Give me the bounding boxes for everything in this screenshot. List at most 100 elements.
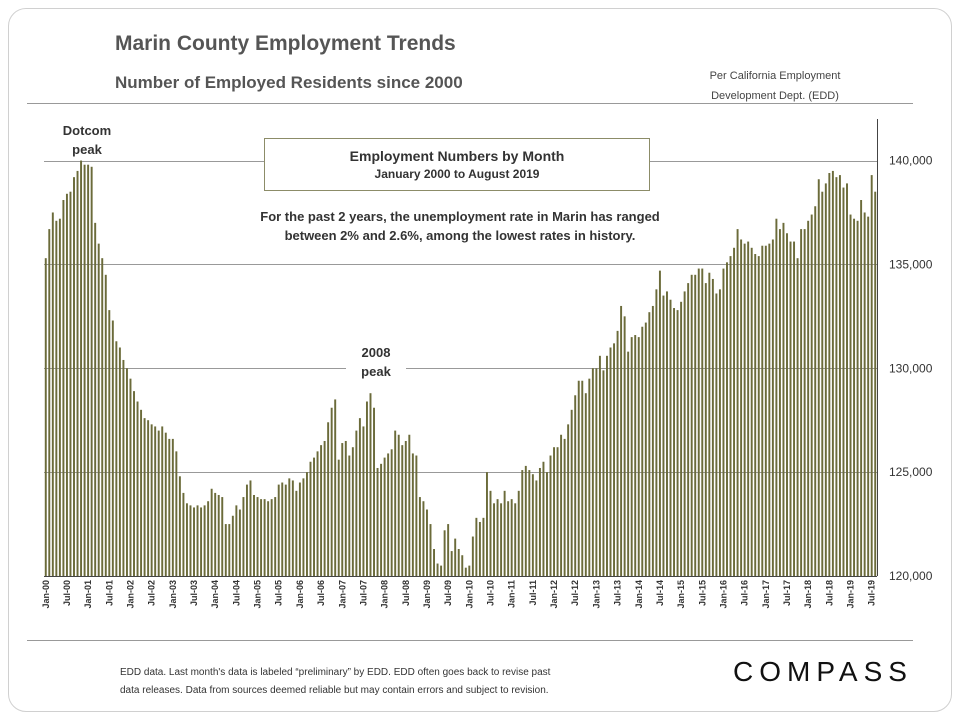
bar (228, 524, 231, 576)
bar (253, 494, 255, 576)
bar (203, 505, 206, 576)
bar (800, 229, 803, 576)
x-tick-label: Jul-14 (655, 580, 665, 606)
bar (468, 565, 471, 576)
x-tick-label: Jul-06 (316, 580, 326, 606)
bar (701, 268, 704, 576)
bar (235, 505, 238, 576)
bar (535, 480, 538, 576)
bar (404, 440, 407, 576)
bar (260, 499, 263, 576)
x-tick-label: Jul-08 (401, 580, 411, 606)
bar (726, 262, 728, 576)
bar (831, 170, 834, 576)
bar (627, 351, 630, 576)
source-note: Per California Employment Development De… (705, 66, 845, 106)
header-divider (27, 103, 913, 104)
bar (55, 220, 58, 577)
bar (743, 243, 746, 576)
page-subtitle: Number of Employed Residents since 2000 (115, 73, 463, 92)
x-tick-label: Jan-00 (41, 580, 51, 609)
bar (415, 455, 418, 576)
x-tick-label: Jul-07 (358, 580, 368, 606)
bar (613, 343, 616, 576)
bar (644, 322, 647, 576)
bar (185, 503, 188, 576)
bar (567, 424, 570, 576)
bar (531, 474, 534, 576)
bar (341, 443, 344, 576)
bar (863, 212, 866, 577)
bar (842, 187, 845, 577)
bar (397, 434, 400, 576)
bar (486, 472, 488, 576)
bar (510, 499, 513, 576)
bar (729, 256, 732, 576)
bar (697, 268, 700, 576)
bar (157, 430, 160, 576)
bar (598, 355, 601, 576)
bar (44, 258, 47, 576)
bar (302, 478, 305, 576)
x-tick-label: Jan-17 (761, 580, 771, 609)
bar (115, 341, 118, 576)
bar (133, 391, 135, 576)
bar (418, 497, 421, 576)
page-title: Marin County Employment Trends (115, 32, 456, 55)
bar (104, 274, 107, 576)
bar (168, 438, 171, 576)
bar (778, 229, 781, 576)
bar (478, 521, 481, 576)
bar (754, 254, 757, 576)
bar (838, 175, 841, 576)
bar (305, 472, 308, 576)
bar (443, 530, 446, 576)
bar (669, 299, 672, 576)
bar (581, 380, 584, 576)
x-tick-label: Jul-11 (528, 580, 538, 606)
x-tick-label: Jul-10 (486, 580, 496, 606)
bar (161, 426, 164, 576)
bar (90, 166, 93, 576)
bar (80, 160, 83, 577)
bar (542, 461, 545, 576)
bar (210, 488, 213, 576)
bar (450, 551, 453, 576)
footer-divider (27, 640, 913, 641)
bar (524, 465, 527, 576)
bar (150, 424, 153, 576)
bar (722, 268, 725, 576)
bar (189, 505, 192, 576)
bar (73, 177, 75, 576)
bar (245, 484, 248, 576)
bar (609, 347, 612, 576)
bar (295, 490, 298, 576)
source-line-1: Per California Employment (709, 70, 841, 82)
note-line-2: between 2% and 2.6%, among the lowest ra… (284, 228, 636, 243)
bar (267, 501, 270, 576)
bar (380, 463, 383, 576)
bar (274, 497, 277, 576)
bar (662, 295, 665, 576)
bar (584, 393, 587, 576)
x-tick-label: Jul-03 (189, 580, 199, 606)
x-tick-label: Jul-16 (740, 580, 750, 606)
footnote-line-2: data releases. Data from sources deemed … (120, 685, 549, 696)
bar (454, 538, 457, 576)
bar (182, 492, 185, 576)
bar (207, 501, 210, 576)
bar (217, 494, 220, 576)
bar (422, 501, 425, 576)
x-tick-label: Jul-04 (231, 580, 241, 606)
bar (224, 524, 227, 576)
x-tick-label: Jan-01 (83, 580, 93, 609)
bar (683, 291, 686, 576)
bar (164, 432, 167, 576)
bar (221, 497, 224, 576)
bar (238, 509, 241, 576)
bar (65, 193, 68, 576)
bar (673, 308, 676, 576)
x-tick-label: Jul-01 (104, 580, 114, 606)
bars (44, 160, 877, 577)
bar (48, 229, 51, 576)
